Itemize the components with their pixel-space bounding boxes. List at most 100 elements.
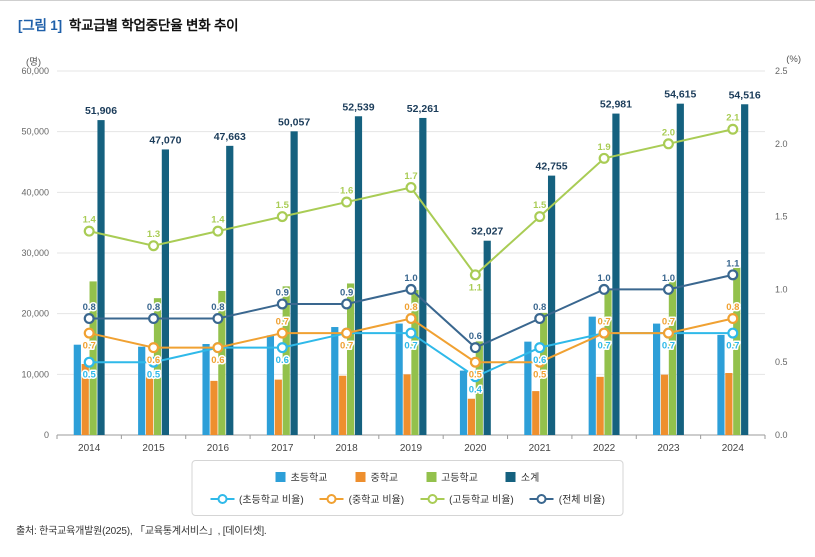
line-marker: [598, 152, 610, 164]
line-series-1: [83, 327, 739, 383]
line-marker: [598, 327, 610, 339]
legend-label: 중학교: [370, 473, 399, 484]
axis-tick-labels: 0 10,000 20,000 30,000 40,000 50,000 60,000 0.0…: [21, 66, 787, 440]
legend-label: (고등학교 비율): [449, 495, 514, 506]
svg-text:1.5: 1.5: [533, 200, 547, 211]
line-marker: [276, 342, 288, 354]
svg-text:0.7: 0.7: [662, 317, 675, 328]
svg-text:0.7: 0.7: [340, 341, 353, 352]
line-marker: [662, 283, 674, 295]
left-axis-unit: (명): [26, 57, 42, 68]
svg-text:60,000: 60,000: [21, 66, 49, 76]
svg-text:2018: 2018: [336, 443, 359, 454]
svg-text:1.0: 1.0: [597, 273, 610, 284]
legend-line-marker-icon: [420, 493, 445, 504]
line-marker: [276, 327, 288, 339]
svg-text:0.7: 0.7: [276, 317, 289, 328]
bar-series-1: [73, 316, 725, 435]
svg-text:2020: 2020: [464, 443, 487, 454]
svg-text:40,000: 40,000: [21, 187, 49, 197]
line-marker: [341, 298, 353, 310]
svg-text:2.0: 2.0: [662, 127, 675, 138]
svg-text:2.1: 2.1: [726, 113, 740, 124]
line-marker: [341, 196, 353, 208]
svg-text:0.8: 0.8: [147, 302, 160, 313]
svg-text:2021: 2021: [529, 443, 552, 454]
legend-row-lines: (초등학교 비율) (중학교 비율) (고등학교 비율) (전체 비율): [210, 491, 605, 506]
svg-text:1.1: 1.1: [469, 282, 483, 293]
svg-text:0.7: 0.7: [83, 341, 96, 352]
svg-text:32,027: 32,027: [471, 226, 503, 238]
svg-text:2.5: 2.5: [775, 66, 788, 76]
svg-text:51,906: 51,906: [85, 105, 117, 117]
svg-text:2023: 2023: [657, 443, 680, 454]
right-axis-unit: (%): [786, 54, 801, 65]
bar-series-4: [97, 103, 749, 436]
line-marker: [727, 313, 739, 325]
svg-text:0.6: 0.6: [469, 331, 482, 342]
line-series-3: [83, 123, 739, 281]
line-marker: [727, 269, 739, 281]
line-marker: [148, 240, 160, 252]
bar-groups: [73, 103, 749, 436]
figure-title: [그림 1] 학교급별 학업중단율 변화 추이: [18, 14, 239, 34]
legend-label: (중학교 비율): [348, 495, 405, 506]
line-marker: [148, 313, 160, 325]
legend-ring-icon: [427, 493, 438, 504]
line-marker: [469, 371, 481, 383]
svg-text:2015: 2015: [142, 443, 165, 454]
svg-text:1.4: 1.4: [83, 215, 97, 226]
line-marker: [534, 313, 546, 325]
svg-text:2.0: 2.0: [775, 139, 788, 149]
svg-text:2019: 2019: [400, 443, 423, 454]
svg-text:0.6: 0.6: [147, 355, 160, 366]
svg-text:0.7: 0.7: [597, 341, 610, 352]
svg-text:1.0: 1.0: [662, 273, 675, 284]
figure-tag: [그림 1]: [18, 18, 62, 33]
legend-item-bar-2: 중학교: [355, 469, 398, 484]
svg-text:2014: 2014: [78, 443, 101, 454]
line-marker: [534, 211, 546, 223]
chart-legend: 초등학교 중학교 고등학교 소계 (초등학교 비율) (중학교 비율) (고등학교 비율)(…: [191, 460, 624, 516]
svg-text:50,057: 50,057: [278, 116, 310, 128]
legend-label: 초등학교: [290, 473, 328, 484]
svg-text:30,000: 30,000: [21, 248, 49, 258]
legend-row-bars: 초등학교 중학교 고등학교 소계: [275, 469, 540, 484]
svg-text:42,755: 42,755: [536, 161, 568, 173]
line-marker: [212, 342, 224, 354]
bar-series-3: [89, 266, 741, 435]
svg-text:0.8: 0.8: [726, 302, 739, 313]
legend-item-line-1: (초등학교 비율): [210, 491, 304, 506]
line-marker: [148, 342, 160, 354]
line-marker: [469, 269, 481, 281]
legend-swatch-icon: [505, 471, 516, 482]
svg-text:1.6: 1.6: [340, 186, 353, 197]
line-marker: [534, 356, 546, 368]
svg-text:52,261: 52,261: [407, 103, 439, 115]
total-value-labels: 51,906 47,070 47,663 50,057 52,539 52,261 32,0…: [83, 87, 762, 239]
svg-text:1.5: 1.5: [276, 200, 290, 211]
svg-text:50,000: 50,000: [21, 127, 49, 137]
svg-text:0.5: 0.5: [147, 370, 161, 381]
svg-text:0.7: 0.7: [404, 341, 417, 352]
line-series-4: [83, 269, 739, 354]
svg-text:2017: 2017: [271, 443, 294, 454]
line-marker: [341, 327, 353, 339]
svg-text:47,663: 47,663: [214, 131, 246, 143]
legend-ring-icon: [326, 493, 337, 504]
svg-text:1.3: 1.3: [147, 229, 160, 240]
svg-text:52,981: 52,981: [600, 99, 632, 111]
svg-text:0.9: 0.9: [340, 287, 353, 298]
line-marker: [83, 225, 95, 237]
svg-text:0.5: 0.5: [469, 370, 483, 381]
line-marker: [662, 327, 674, 339]
svg-text:0.8: 0.8: [211, 302, 224, 313]
line-marker: [727, 327, 739, 339]
legend-item-bar-4: 소계: [505, 469, 540, 484]
svg-text:20,000: 20,000: [21, 309, 49, 319]
x-axis-labels: 2014 2015 2016 2017 2018 2019 2020 2021 2022 2023…: [56, 435, 766, 454]
legend-item-bar-3: 고등학교: [426, 469, 478, 484]
svg-text:0.5: 0.5: [775, 357, 788, 367]
svg-text:0.0: 0.0: [775, 430, 788, 440]
legend-label: 소계: [520, 473, 540, 484]
